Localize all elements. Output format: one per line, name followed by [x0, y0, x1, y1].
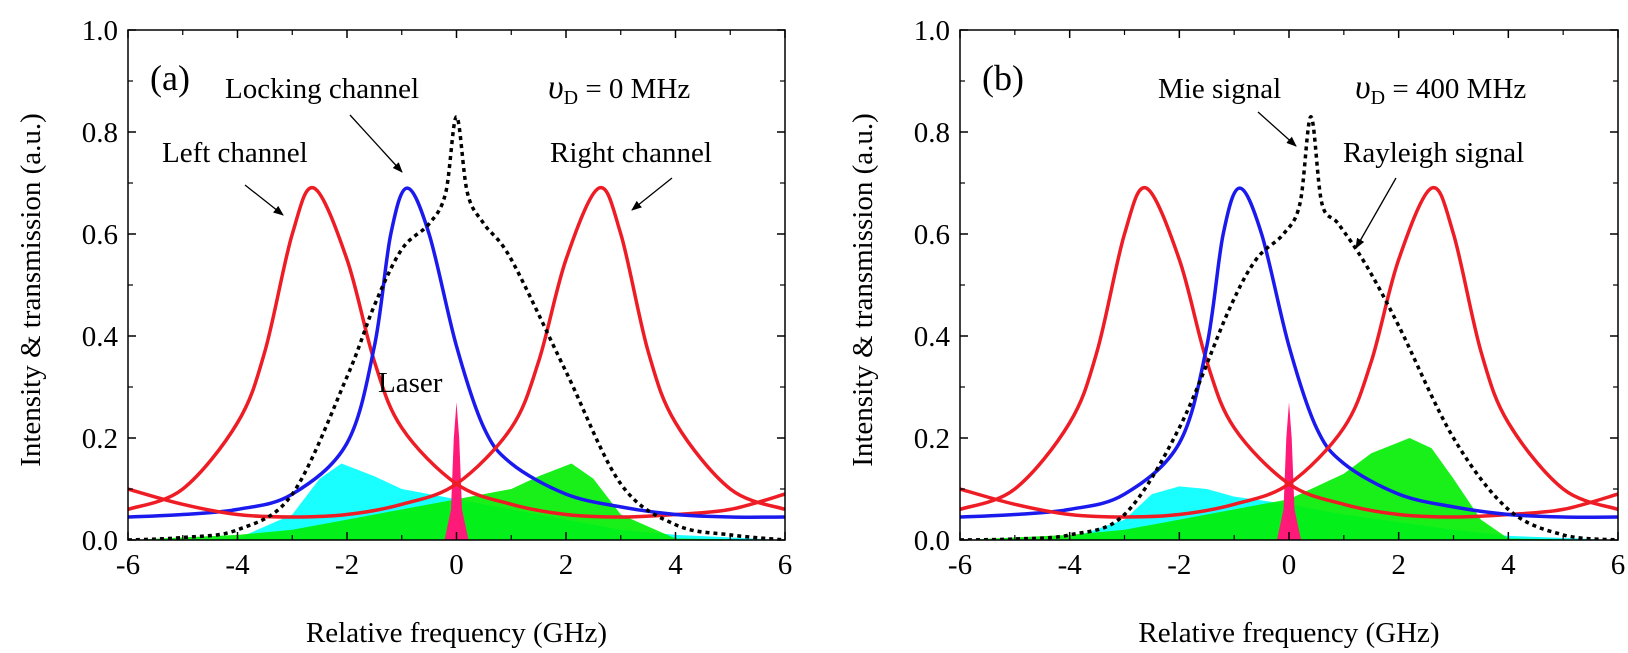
- x-tick-label: 6: [1611, 549, 1626, 581]
- x-axis-label: Relative frequency (GHz): [306, 617, 607, 649]
- y-axis-label: Intensity & transmission (a.u.): [15, 113, 47, 467]
- annotation-rayleigh-signal: Rayleigh signal: [1343, 137, 1524, 169]
- x-axis-label: Relative frequency (GHz): [1138, 617, 1439, 649]
- y-tick-label: 0.6: [914, 219, 950, 251]
- x-tick-label: 2: [1391, 549, 1406, 581]
- y-tick-label: 0.2: [914, 423, 950, 455]
- series-right-channel-line: [128, 186, 785, 519]
- series-left-channel-line: [128, 186, 785, 519]
- series-locking-channel-line: [128, 186, 785, 519]
- x-tick-label: -2: [1167, 549, 1191, 581]
- annotation-right-channel: Right channel: [550, 137, 712, 169]
- x-tick-label: -6: [116, 549, 140, 581]
- y-tick-label: 0.0: [82, 525, 118, 557]
- y-tick-label: 0.8: [914, 117, 950, 149]
- series-laser-fill: [1276, 402, 1302, 540]
- x-tick-label: 2: [559, 549, 574, 581]
- x-tick-label: -2: [335, 549, 359, 581]
- y-tick-label: 0.2: [82, 423, 118, 455]
- panel-label: (b): [982, 58, 1024, 98]
- series-right-channel-line: [960, 186, 1618, 519]
- annotation-locking-channel: Locking channel: [225, 73, 419, 105]
- x-tick-label: -4: [1058, 549, 1083, 581]
- x-tick-label: 4: [1501, 549, 1516, 581]
- x-tick-label: 4: [668, 549, 683, 581]
- doppler-shift-label: υD = 400 MHz: [1355, 69, 1526, 109]
- doppler-shift-label: υD = 0 MHz: [548, 69, 690, 109]
- annotation-mie-signal: Mie signal: [1158, 73, 1281, 105]
- series-right-band-fill: [960, 438, 1618, 540]
- y-tick-label: 0.0: [914, 525, 950, 557]
- series-laser-fill: [444, 402, 469, 540]
- y-tick-label: 0.4: [914, 321, 951, 353]
- annotation-laser: Laser: [378, 367, 443, 399]
- y-tick-label: 0.4: [82, 321, 119, 353]
- y-tick-label: 0.8: [82, 117, 118, 149]
- y-axis-label: Intensity & transmission (a.u.): [847, 113, 879, 467]
- annotation-arrow: [1257, 111, 1297, 147]
- x-tick-label: 0: [449, 549, 464, 581]
- y-tick-label: 1.0: [914, 15, 950, 47]
- plot-area: [960, 114, 1618, 540]
- annotation-left-channel: Left channel: [162, 137, 308, 169]
- panel-label: (a): [150, 58, 190, 98]
- annotation-arrow: [631, 177, 673, 211]
- x-tick-label: -6: [948, 549, 972, 581]
- series-signal-line: [960, 114, 1618, 540]
- annotation-arrow: [1355, 177, 1397, 249]
- y-tick-label: 0.6: [82, 219, 118, 251]
- x-tick-label: -4: [225, 549, 250, 581]
- chart-panel-a: -6 -4 -2 0 2 4 6 0.0 0.2 0.4 0.6 0.8 1.0 Relative fre…: [15, 15, 792, 649]
- x-tick-label: 0: [1282, 549, 1297, 581]
- annotation-arrow: [349, 114, 403, 173]
- series-locking-channel-line: [960, 186, 1618, 519]
- chart-panel-b: -6 -4 -2 0 2 4 6 0.0 0.2 0.4 0.6 0.8 1.0 Relative fre…: [847, 15, 1625, 649]
- series-signal-line: [128, 114, 785, 540]
- annotation-arrow: [244, 184, 284, 216]
- y-tick-label: 1.0: [82, 15, 118, 47]
- plot-area: [128, 114, 785, 540]
- x-tick-label: 6: [778, 549, 793, 581]
